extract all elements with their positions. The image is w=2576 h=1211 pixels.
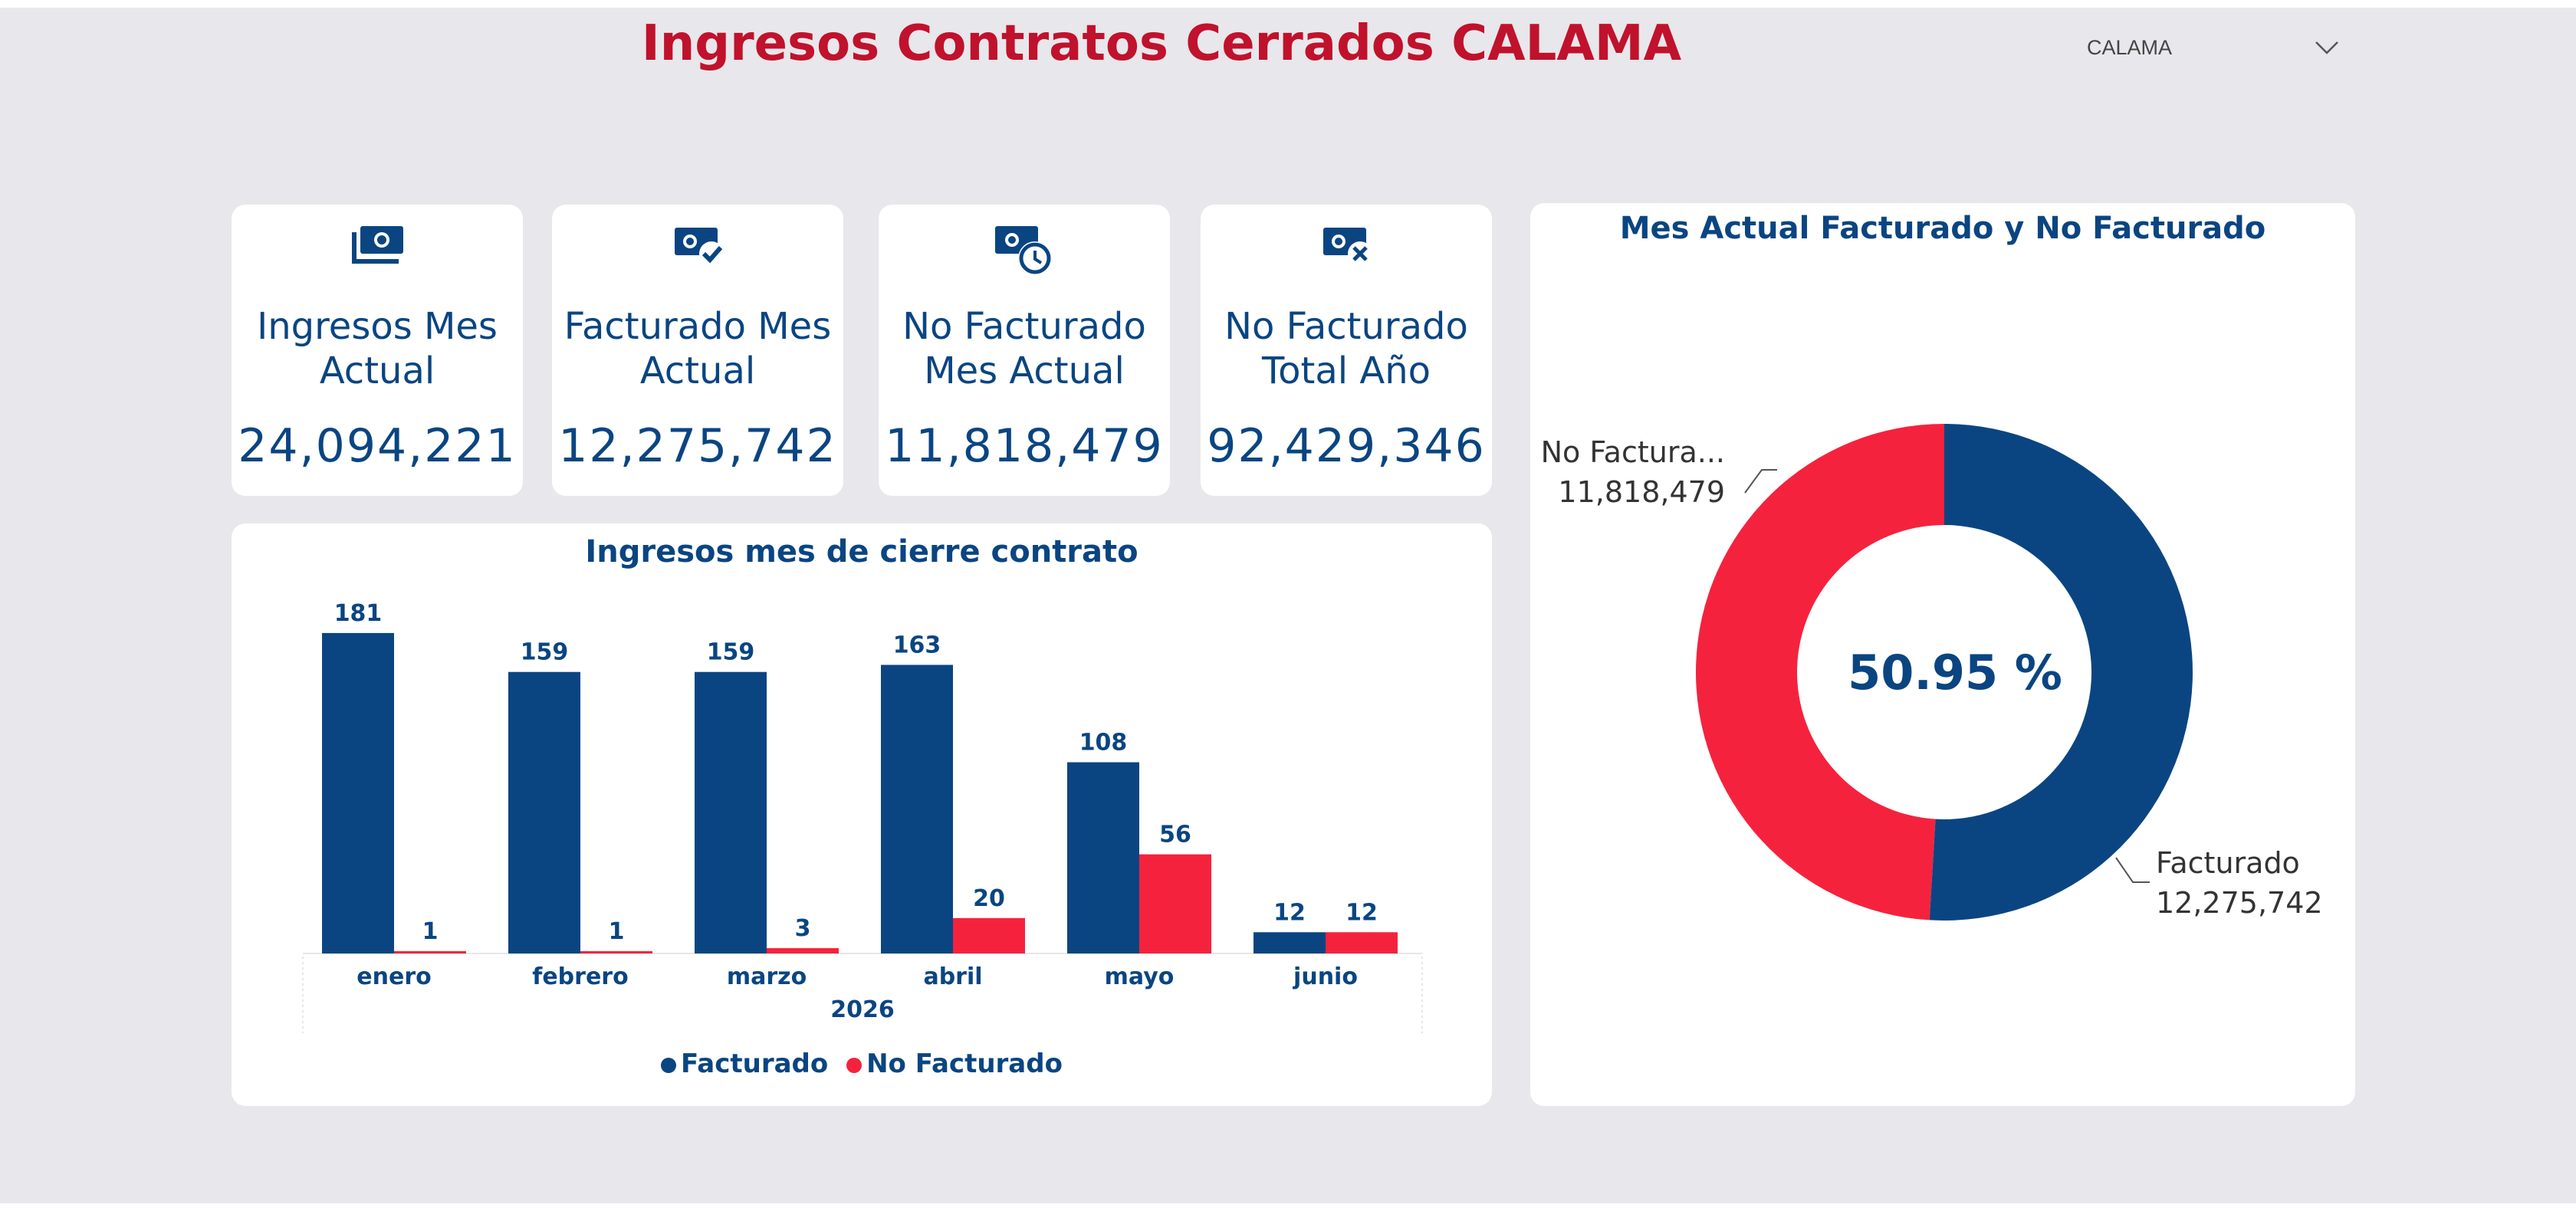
x-tick-label: junio: [1293, 963, 1358, 990]
bar-chart: 181 1 enero 159 1 febrero 159 3 marzo 163 20 abril 1…: [302, 600, 1423, 1033]
kpi-card-ingresos-mes-actual[interactable]: Ingresos Mes Actual 24,094,221: [232, 205, 523, 496]
bar-facturado: [1254, 932, 1326, 953]
slicer-selected-value: CALAMA: [2087, 35, 2173, 59]
kpi-label: Facturado Mes Actual: [564, 305, 832, 392]
legend-label: Facturado: [681, 1049, 829, 1079]
money-clock-icon: [995, 226, 1052, 275]
kpi-label: No Facturado Mes Actual: [902, 305, 1146, 392]
x-tick-label: marzo: [727, 963, 807, 990]
data-label-no-facturado: 56: [1159, 822, 1191, 848]
kpi-card-no-facturado-total-ano[interactable]: No Facturado Total Año 92,429,346: [1201, 205, 1492, 496]
bar-chart-panel[interactable]: Ingresos mes de cierre contrato 181 1 ener…: [232, 523, 1492, 1106]
data-label-no-facturado: 1: [422, 918, 439, 945]
money-stack-icon: [352, 226, 403, 264]
x-tick-label: abril: [923, 963, 982, 990]
money-check-icon: [675, 228, 724, 266]
city-slicer-dropdown[interactable]: CALAMA: [2087, 29, 2340, 66]
bar-facturado: [508, 671, 580, 953]
data-label-facturado: 108: [1079, 730, 1128, 756]
bar-no-facturado: [953, 917, 1025, 953]
x-tick-label: enero: [356, 963, 431, 990]
donut-chart-panel[interactable]: Mes Actual Facturado y No Facturado 50.9…: [1530, 203, 2355, 1106]
bar-chart-title: Ingresos mes de cierre contrato: [585, 534, 1138, 569]
donut-label-no-facturado-name: No Factura...: [1541, 435, 1725, 469]
legend-dot-no-facturado: [846, 1057, 863, 1073]
donut-chart: 50.95 % No Factura... 11,818,479 Factura…: [1541, 424, 2323, 921]
bar-no-facturado: [1139, 854, 1211, 953]
kpi-card-no-facturado-mes-actual[interactable]: No Facturado Mes Actual 11,818,479: [879, 205, 1170, 496]
bar-facturado: [695, 671, 767, 953]
data-label-facturado: 159: [707, 639, 755, 666]
kpi-value: 12,275,742: [558, 419, 837, 473]
bar-facturado: [322, 632, 394, 953]
donut-label-facturado-value: 12,275,742: [2156, 886, 2323, 920]
donut-chart-title: Mes Actual Facturado y No Facturado: [1619, 211, 2266, 246]
bar-facturado: [1067, 762, 1139, 953]
page-title: Ingresos Contratos Cerrados CALAMA: [641, 15, 1682, 72]
data-label-no-facturado: 1: [609, 918, 625, 945]
money-x-icon: [1323, 228, 1372, 266]
donut-label-no-facturado-value: 11,818,479: [1558, 475, 1725, 509]
kpi-card-facturado-mes-actual[interactable]: Facturado Mes Actual 12,275,742: [552, 205, 843, 496]
bar-facturado: [881, 665, 953, 953]
data-label-facturado: 163: [893, 632, 941, 658]
leader-line-no-facturado: [1744, 469, 1777, 494]
x-tick-label: febrero: [532, 963, 628, 990]
data-label-facturado: 12: [1273, 899, 1306, 926]
kpi-label: Ingresos Mes Actual: [257, 305, 498, 392]
bar-chart-legend: Facturado No Facturado: [232, 1049, 1492, 1079]
donut-slice-facturado: [1929, 424, 2193, 921]
data-label-no-facturado: 3: [795, 915, 811, 942]
bar-no-facturado: [767, 948, 839, 953]
x-tick-label: mayo: [1105, 963, 1175, 990]
kpi-value: 92,429,346: [1207, 419, 1486, 473]
kpi-label: No Facturado Total Año: [1224, 305, 1468, 392]
kpi-value: 11,818,479: [885, 419, 1164, 473]
legend-item-facturado[interactable]: Facturado: [661, 1049, 828, 1079]
data-label-no-facturado: 20: [973, 885, 1005, 912]
bar-no-facturado: [394, 951, 466, 953]
legend-item-no-facturado[interactable]: No Facturado: [846, 1049, 1063, 1079]
kpi-value: 24,094,221: [238, 419, 517, 473]
legend-dot-facturado: [661, 1057, 677, 1073]
x-axis-year-label: 2026: [830, 996, 895, 1023]
chevron-down-icon: [2315, 41, 2338, 54]
donut-center-label: 50.95 %: [1848, 645, 2062, 701]
leader-line-facturado: [2115, 857, 2150, 883]
donut-label-facturado-name: Facturado: [2156, 846, 2300, 880]
donut-slice-no-facturado: [1695, 424, 1944, 921]
bar-no-facturado: [580, 951, 652, 953]
data-label-facturado: 181: [334, 600, 383, 627]
data-label-facturado: 159: [521, 639, 569, 666]
bar-no-facturado: [1326, 932, 1398, 953]
legend-label: No Facturado: [866, 1049, 1063, 1079]
data-label-no-facturado: 12: [1346, 899, 1378, 926]
